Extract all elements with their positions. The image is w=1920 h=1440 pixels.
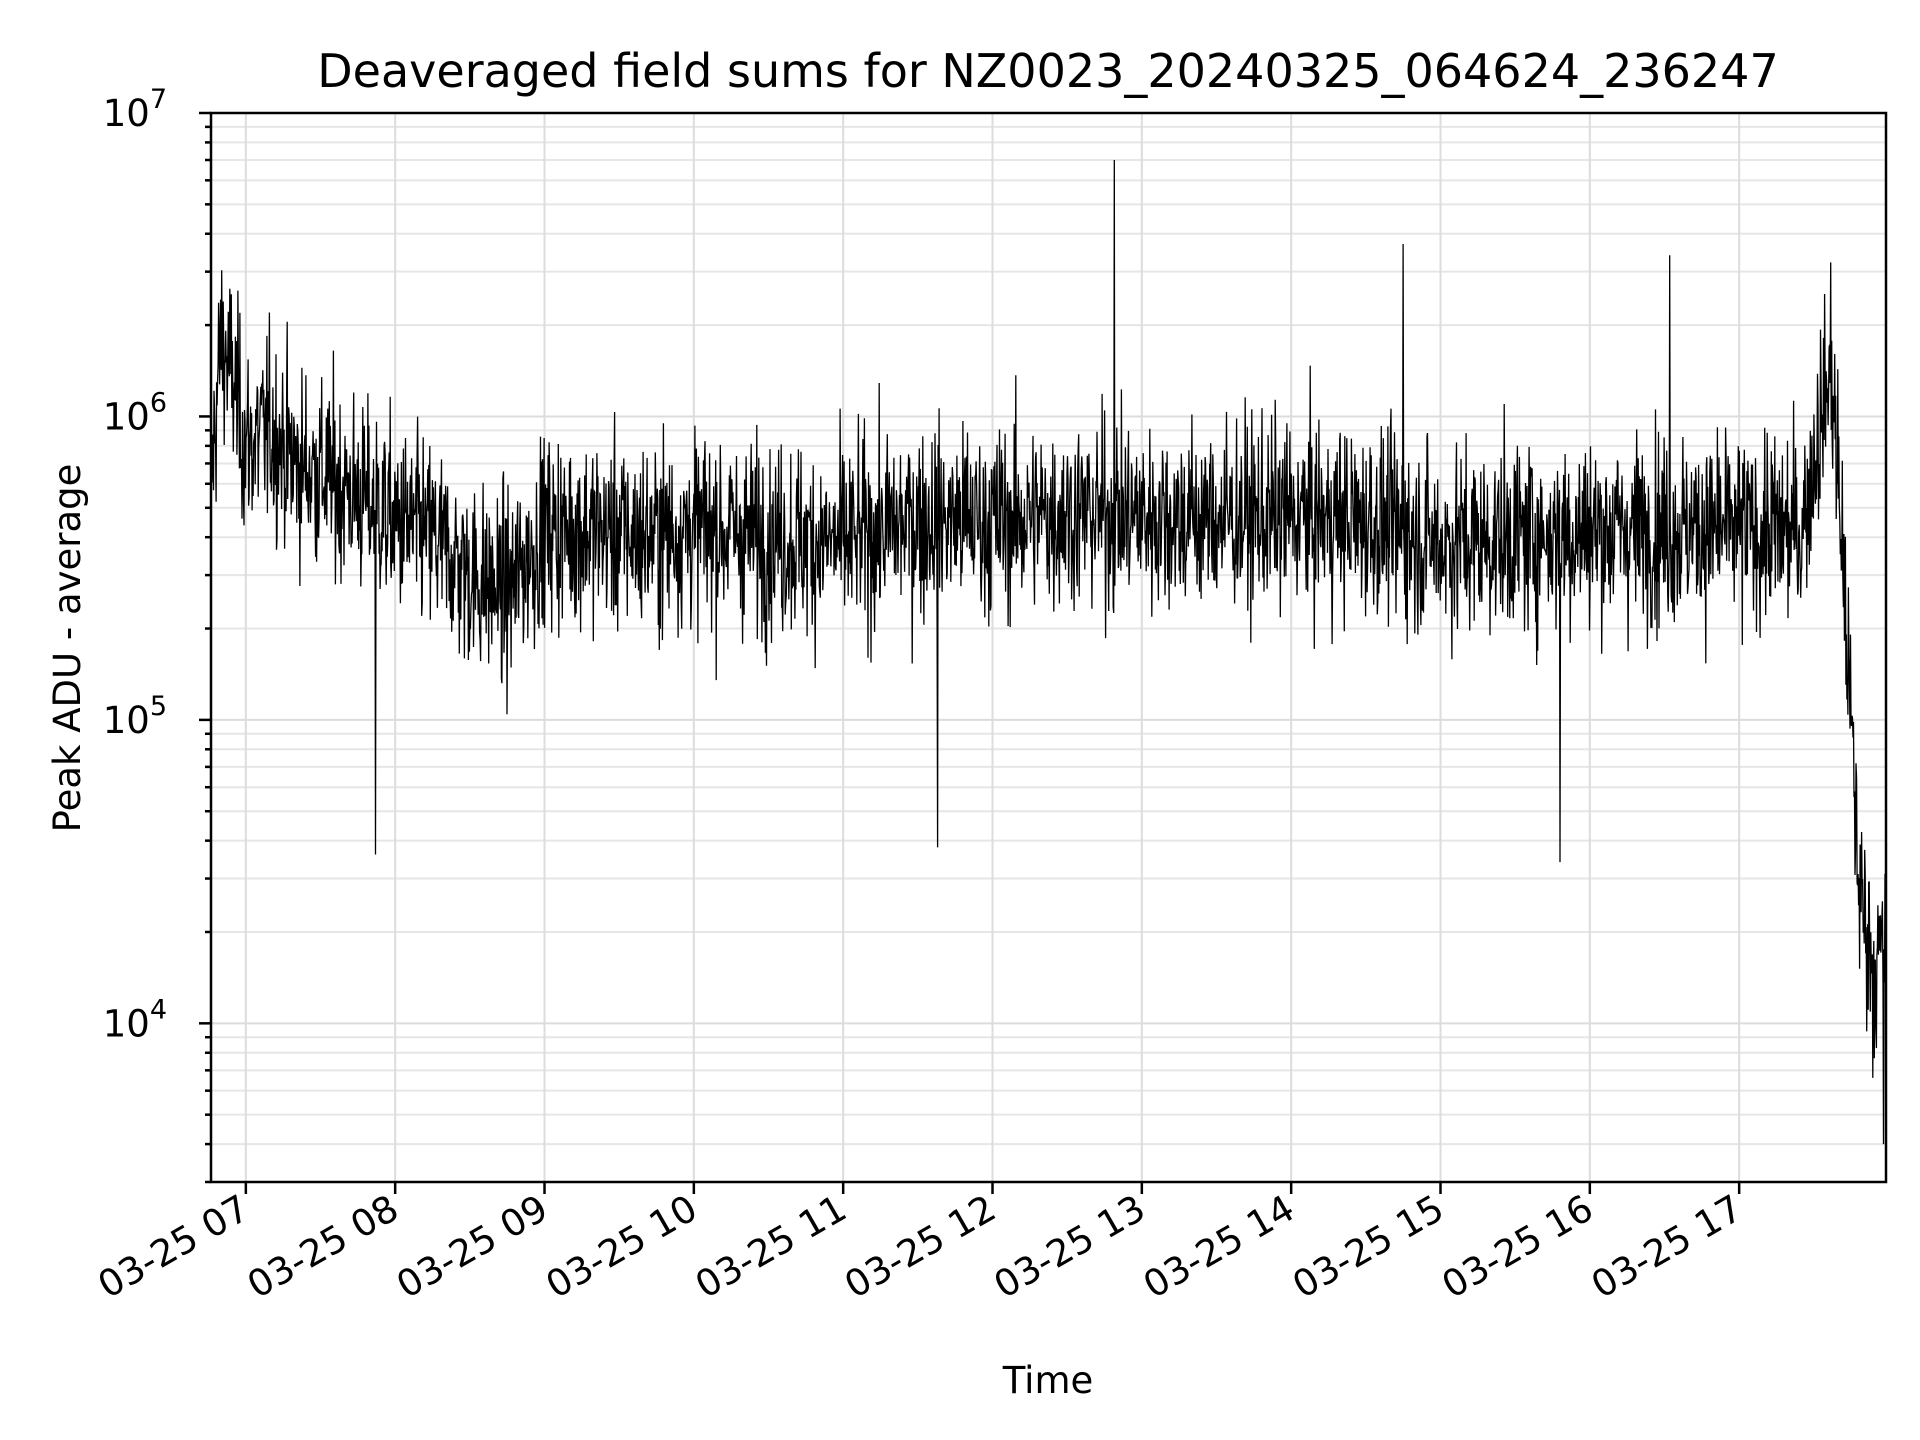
y-tick-label: 106	[103, 387, 167, 438]
y-tick-label: 105	[103, 691, 167, 742]
chart-title: Deaveraged field sums for NZ0023_2024032…	[317, 44, 1778, 98]
plot-frame	[209, 111, 1888, 1184]
y-axis-label: Peak ADU - average	[46, 464, 89, 833]
series-line	[210, 159, 1887, 1145]
series-layer	[210, 159, 1887, 1145]
x-axis-label: Time	[1002, 1359, 1094, 1402]
y-axis: 104 105 106 107	[103, 84, 211, 1184]
y-tick-label: 104	[103, 994, 167, 1045]
y-tick-label: 107	[103, 84, 167, 135]
